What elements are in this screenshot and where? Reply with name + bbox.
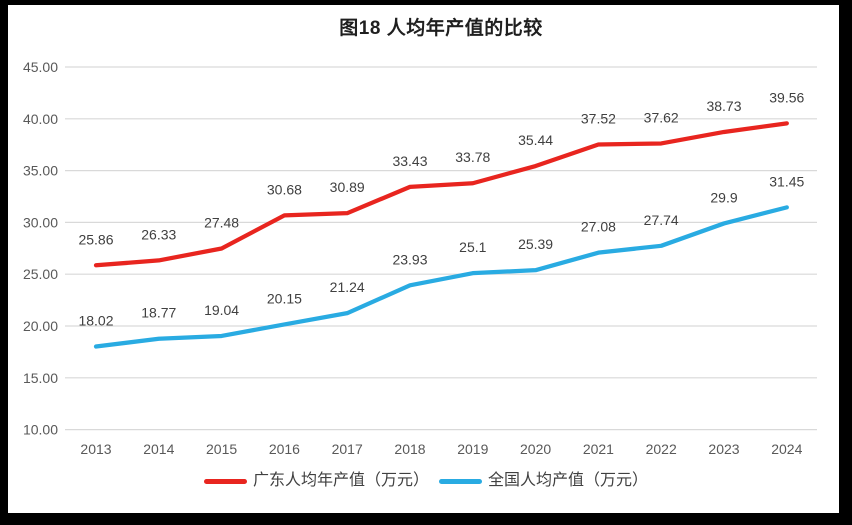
svg-text:19.04: 19.04 [204,302,239,318]
x-axis-tick-labels: 2013 2014 2015 2016 2017 2018 2019 2020 2021 2022… [80,441,802,457]
svg-text:26.33: 26.33 [141,226,176,242]
chart-title: 图18 人均年产值的比较 [339,18,543,39]
svg-text:39.56: 39.56 [769,89,804,105]
svg-text:2014: 2014 [143,441,174,457]
svg-text:38.73: 38.73 [706,98,741,114]
gridlines [65,66,817,431]
svg-text:2016: 2016 [269,441,300,457]
svg-text:27.48: 27.48 [204,215,239,231]
svg-text:27.74: 27.74 [644,212,679,228]
svg-text:21.24: 21.24 [330,279,365,295]
svg-text:37.52: 37.52 [581,110,616,126]
svg-text:2020: 2020 [520,441,551,457]
series-data-labels-1: 18.02 18.77 19.04 20.15 21.24 23.93 25.1 25.39 2… [78,173,804,328]
svg-text:40.00: 40.00 [23,111,58,127]
svg-text:2024: 2024 [771,441,802,457]
svg-text:33.78: 33.78 [455,149,490,165]
svg-text:2023: 2023 [708,441,739,457]
svg-text:37.62: 37.62 [644,109,679,125]
svg-text:30.68: 30.68 [267,181,302,197]
svg-text:25.86: 25.86 [78,231,113,247]
svg-text:29.9: 29.9 [710,189,737,205]
legend-marker-guangdong-line-icon [203,478,247,484]
svg-text:25.1: 25.1 [459,239,486,255]
svg-text:2019: 2019 [457,441,488,457]
svg-text:15.00: 15.00 [23,370,58,386]
svg-text:2017: 2017 [332,441,363,457]
svg-text:2021: 2021 [583,441,614,457]
svg-text:31.45: 31.45 [769,173,804,189]
svg-text:20.00: 20.00 [23,318,58,334]
svg-text:45.00: 45.00 [23,59,58,75]
svg-text:2018: 2018 [394,441,425,457]
svg-text:10.00: 10.00 [23,422,58,438]
legend-item-guangdong: 广东人均年产值（万元） [203,471,429,491]
svg-text:35.44: 35.44 [518,132,553,148]
svg-text:30.00: 30.00 [23,214,58,230]
svg-text:18.02: 18.02 [78,313,113,329]
chart-legend: 广东人均年产值（万元） 全国人均产值（万元） [0,471,852,491]
svg-text:2015: 2015 [206,441,237,457]
legend-label-national: 全国人均产值（万元） [488,472,649,489]
svg-text:35.00: 35.00 [23,163,58,179]
y-axis-tick-labels: 10.00 15.00 20.00 25.00 30.00 35.00 40.00 45.00 [23,59,58,438]
svg-text:25.00: 25.00 [23,266,58,282]
svg-text:30.89: 30.89 [330,179,365,195]
svg-text:18.77: 18.77 [141,305,176,321]
svg-text:27.08: 27.08 [581,219,616,235]
chart-canvas [8,5,839,513]
legend-label-guangdong: 广东人均年产值（万元） [252,472,429,489]
svg-text:23.93: 23.93 [392,251,427,267]
series-line-1 [93,205,789,349]
svg-text:2022: 2022 [646,441,677,457]
legend-item-national: 全国人均产值（万元） [439,471,648,491]
svg-text:20.15: 20.15 [267,290,302,306]
svg-text:25.39: 25.39 [518,236,553,252]
series-data-labels-0: 25.86 26.33 27.48 30.68 30.89 33.43 33.78 35.44… [78,89,804,247]
legend-marker-national-line-icon [439,478,482,484]
series-line-0 [93,121,789,268]
svg-text:2013: 2013 [80,441,111,457]
svg-text:33.43: 33.43 [392,153,427,169]
